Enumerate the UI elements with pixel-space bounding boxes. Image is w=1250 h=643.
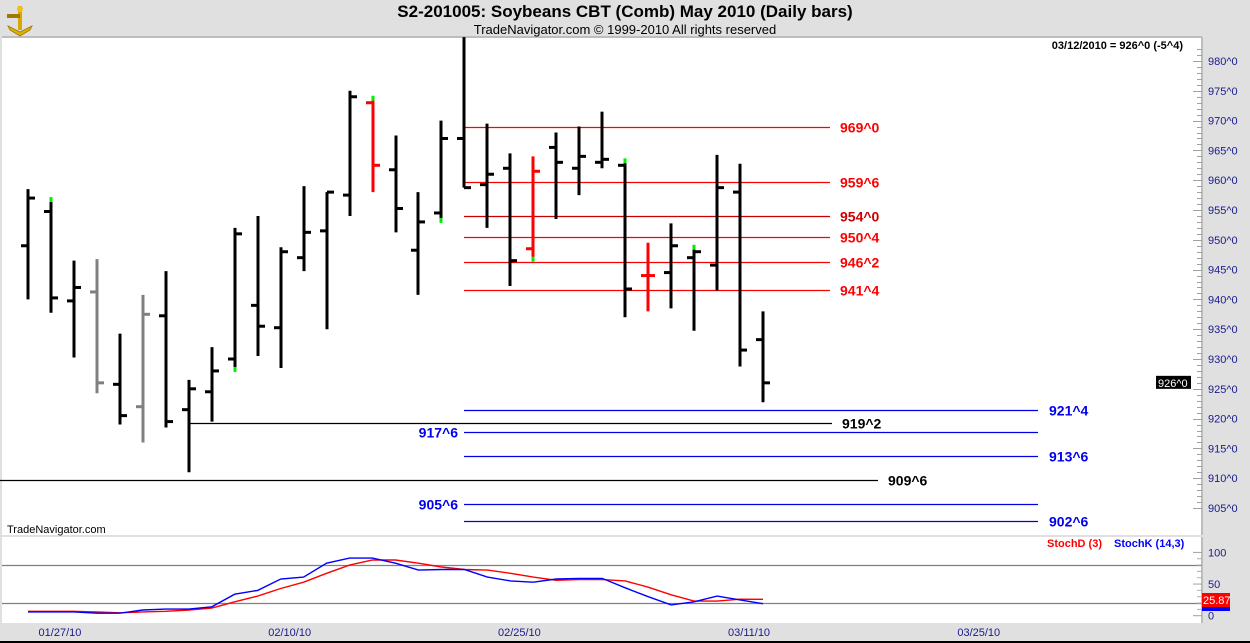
price-tick-label: 910^0 (1208, 473, 1238, 485)
price-tick-label: 960^0 (1208, 175, 1238, 187)
series-line-stochk (28, 557, 764, 614)
stochastic-axis: 100 50 0 (1193, 547, 1226, 623)
level-label: 919^2 (842, 416, 882, 432)
ohlc-bar (618, 158, 632, 318)
ohlc-bar (21, 189, 35, 300)
stoch-tick-label: 0 (1208, 611, 1214, 623)
ohlc-bar (457, 37, 471, 190)
ohlc-bars (21, 37, 770, 473)
date-tick-label: 02/10/10 (268, 627, 311, 639)
ohlc-bar (251, 215, 265, 357)
level-label: 946^2 (840, 255, 880, 271)
date-tick-label: 02/25/10 (498, 627, 541, 639)
last-price-tag (1156, 375, 1191, 389)
price-tick-label: 930^0 (1208, 354, 1238, 366)
low-marker (439, 217, 443, 223)
level-label: 905^6 (419, 497, 459, 513)
ohlc-bar (67, 260, 81, 358)
level-label: 959^6 (840, 175, 880, 191)
ohlc-bar (159, 271, 173, 428)
level-label: 941^4 (840, 283, 880, 299)
stochastic-plot (2, 557, 1202, 614)
ohlc-bar (389, 135, 403, 233)
stochk-value-tag (1202, 607, 1230, 611)
legend-stochd: StochD (3) (1047, 538, 1102, 550)
sextant-icon (7, 6, 33, 37)
price-tick-label: 935^0 (1208, 324, 1238, 336)
high-marker (692, 244, 696, 250)
ohlc-bar (297, 186, 311, 272)
price-levels: 969^0 959^6 954^0 950^4 946^2 941^4 921^4 919^2… (0, 120, 1089, 530)
ohlc-bar (526, 156, 540, 262)
ohlc-bar (710, 154, 724, 291)
high-marker (371, 95, 375, 101)
low-marker (233, 366, 237, 372)
ohlc-bar (733, 163, 747, 367)
ohlc-bar (136, 294, 150, 443)
ohlc-bar (664, 223, 678, 309)
ohlc-bar (90, 259, 104, 394)
price-tick-label: 965^0 (1208, 145, 1238, 157)
price-tick-label: 915^0 (1208, 443, 1238, 455)
ohlc-bar (411, 192, 425, 295)
level-label: 950^4 (840, 230, 880, 246)
series-line-stochd (28, 559, 764, 614)
ohlc-bar (320, 190, 334, 330)
level-label: 913^6 (1049, 449, 1089, 465)
price-tick-label: 980^0 (1208, 56, 1238, 68)
level-label: 909^6 (888, 473, 928, 489)
level-label: 954^0 (840, 209, 880, 225)
watermark-text: TradeNavigator.com (7, 524, 106, 536)
stochd-last-value: 25.87 (1203, 595, 1231, 607)
chart-title: S2-201005: Soybeans CBT (Comb) May 2010 … (397, 2, 852, 21)
level-label: 902^6 (1049, 514, 1089, 530)
ohlc-bar (503, 153, 517, 286)
level-label: 917^6 (419, 425, 459, 441)
price-tick-label: 905^0 (1208, 503, 1238, 515)
price-tick-label: 920^0 (1208, 414, 1238, 426)
price-tick-label: 975^0 (1208, 86, 1238, 98)
ohlc-bar (113, 333, 127, 425)
price-tick-label: 940^0 (1208, 294, 1238, 306)
stoch-tick-label: 50 (1208, 579, 1220, 591)
price-readout: 03/12/2010 = 926^0 (-5^4) (1052, 40, 1184, 52)
ohlc-bar (595, 111, 609, 169)
ohlc-bar (549, 132, 563, 219)
ohlc-bar (274, 247, 288, 368)
date-tick-label: 03/11/10 (728, 627, 770, 639)
ohlc-bar (343, 90, 357, 216)
ohlc-bar (480, 123, 494, 228)
ohlc-bar (44, 197, 58, 313)
price-tick-label: 955^0 (1208, 205, 1238, 217)
ohlc-bar (182, 379, 196, 473)
ohlc-bar (434, 120, 448, 223)
ohlc-bar (366, 95, 380, 193)
date-tick-label: 03/25/10 (957, 627, 1000, 639)
ohlc-bar (228, 227, 242, 372)
price-tick-label: 925^0 (1208, 384, 1238, 396)
level-label: 921^4 (1049, 403, 1089, 419)
last-price-label: 926^0 (1158, 378, 1188, 390)
ohlc-bar (687, 244, 701, 331)
stoch-tick-label: 100 (1208, 547, 1226, 559)
date-axis: 01/27/10 02/10/10 02/25/10 03/11/10 03/25/10 (39, 627, 1001, 639)
price-axis[interactable]: 980^0 975^0 970^0 965^0 960^0 955^0 950^0 945^0… (1193, 49, 1238, 516)
ohlc-bar (756, 311, 770, 403)
price-tick-label: 945^0 (1208, 265, 1238, 277)
low-marker (531, 256, 535, 262)
date-tick-label: 01/27/10 (39, 627, 82, 639)
copyright-subtitle: TradeNavigator.com © 1999-2010 All right… (474, 22, 776, 37)
high-marker (623, 158, 627, 164)
high-marker (49, 197, 53, 203)
legend-stochk: StochK (14,3) (1114, 538, 1185, 550)
stochd-value-tag (1202, 593, 1230, 607)
ohlc-bar (572, 126, 586, 196)
ohlc-bar (205, 347, 219, 422)
level-label: 969^0 (840, 120, 880, 136)
price-tick-label: 970^0 (1208, 116, 1238, 128)
price-tick-label: 950^0 (1208, 235, 1238, 247)
ohlc-bar (641, 242, 655, 312)
